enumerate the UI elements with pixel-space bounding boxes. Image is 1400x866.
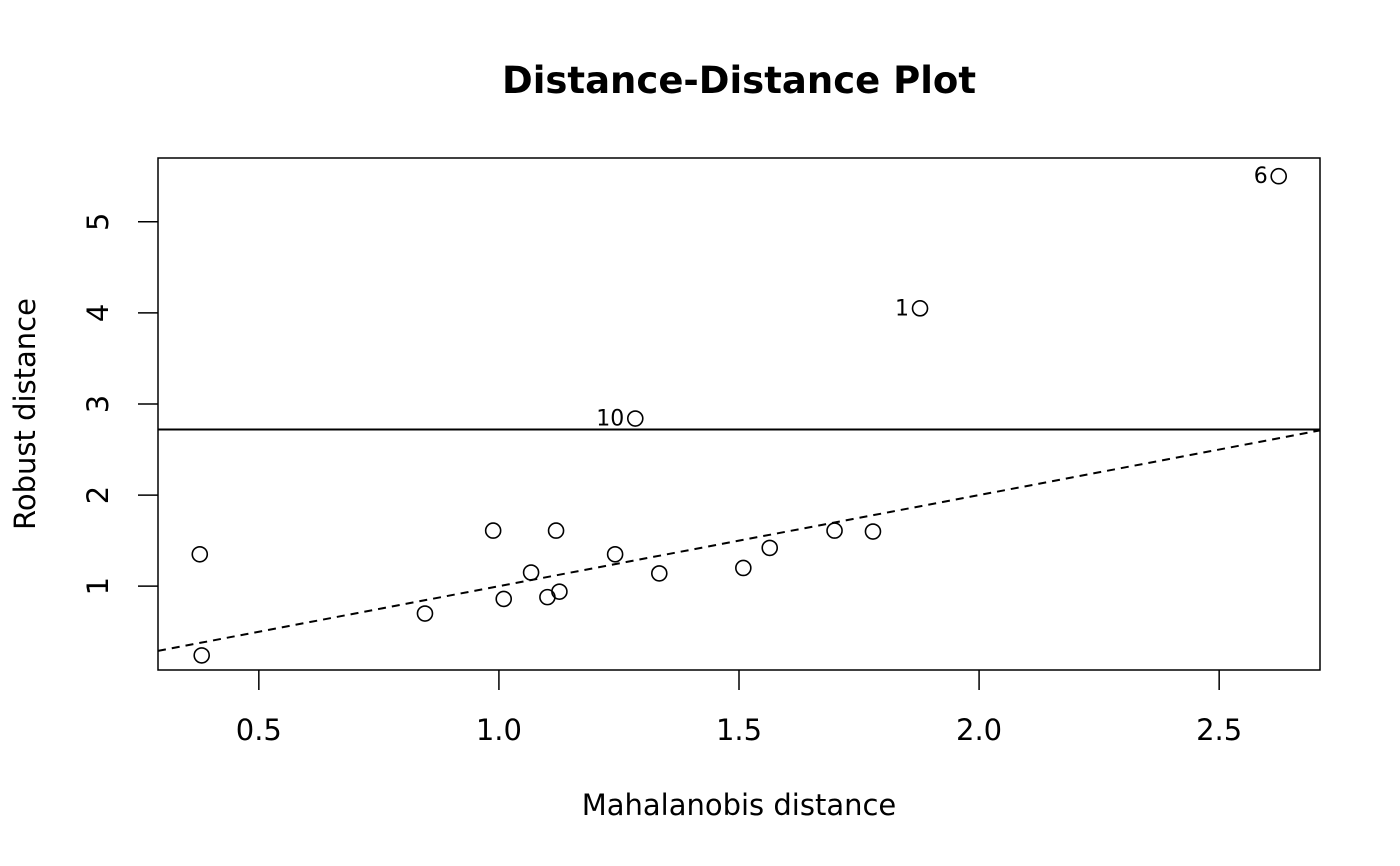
x-tick-label: 1.0 — [476, 713, 522, 747]
y-tick-label: 3 — [81, 395, 115, 413]
x-axis-label: Mahalanobis distance — [582, 788, 897, 822]
x-tick-label: 0.5 — [236, 713, 282, 747]
y-tick-label: 5 — [81, 213, 115, 231]
x-tick-label: 1.5 — [716, 713, 762, 747]
reference-lines — [157, 428, 1321, 652]
scatter-point — [522, 564, 540, 581]
scatter-point — [911, 300, 929, 317]
point-label: 10 — [596, 407, 624, 432]
scatter-point — [864, 523, 882, 540]
y-tick-label: 2 — [81, 486, 115, 504]
scatter-point — [735, 559, 752, 577]
scatter-point — [606, 545, 624, 563]
y-tick-label: 1 — [81, 577, 115, 595]
point-label: 1 — [895, 296, 909, 321]
scatter-point — [1270, 167, 1288, 185]
x-tick-label: 2.0 — [956, 713, 1002, 747]
scatter-point — [650, 565, 668, 582]
scatter-point — [416, 605, 434, 622]
plot-frame — [157, 157, 1321, 671]
scatter-point — [495, 590, 513, 608]
scatter-point — [191, 545, 209, 563]
point-label: 6 — [1254, 164, 1268, 189]
scatter-point — [761, 539, 779, 557]
scatter-point — [547, 522, 565, 539]
scatter-point — [193, 647, 210, 664]
scatter-point — [626, 410, 644, 427]
scatter-point — [826, 522, 843, 539]
y-axis-label: Robust distance — [8, 298, 42, 530]
x-tick-label: 2.5 — [1196, 713, 1242, 747]
y-tick-label: 4 — [81, 304, 115, 322]
chart-title: Distance-Distance Plot — [502, 59, 976, 102]
x-axis: 0.5 1.0 1.5 2.0 2.5 — [236, 670, 1242, 747]
y-axis: 1 2 3 4 5 — [81, 213, 158, 595]
scatter-point — [551, 583, 568, 600]
identity-line — [157, 429, 1321, 652]
scatter-point — [484, 522, 502, 539]
